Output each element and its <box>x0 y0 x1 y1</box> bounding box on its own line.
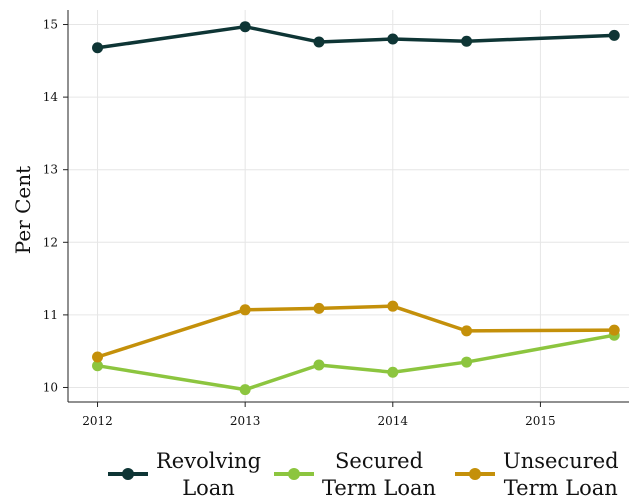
legend-label-line: Secured <box>335 449 423 473</box>
data-point <box>313 359 325 371</box>
data-point <box>461 356 473 368</box>
data-point <box>92 42 104 54</box>
legend-swatch-marker <box>288 468 300 480</box>
legend-label-line: Loan <box>182 476 235 500</box>
grid-lines <box>68 10 629 402</box>
y-tick-label: 12 <box>43 235 58 249</box>
data-point <box>461 325 473 337</box>
data-point <box>313 36 325 48</box>
plot-area <box>68 10 629 402</box>
axes <box>63 10 629 407</box>
legend-label-line: Revolving <box>156 449 261 473</box>
y-tick-label: 13 <box>43 163 58 177</box>
legend: Revolving Loan Secured Term Loan Unsecured Te… <box>108 449 619 500</box>
data-point <box>92 351 104 363</box>
x-tick-label: 2014 <box>378 414 409 428</box>
data-point <box>387 300 399 312</box>
legend-label-line: Term Loan <box>322 476 436 500</box>
y-tick-label: 11 <box>43 308 58 322</box>
data-point <box>387 33 399 45</box>
data-point <box>239 384 251 396</box>
legend-swatch-marker <box>469 468 481 480</box>
data-point <box>313 302 325 314</box>
tick-labels: 10 11 12 13 14 15 2012 2013 2014 2015 <box>43 18 556 428</box>
data-point <box>239 21 251 33</box>
x-tick-label: 2013 <box>230 414 261 428</box>
legend-label-line: Term Loan <box>504 476 618 500</box>
data-point <box>239 304 251 316</box>
data-point <box>461 35 473 47</box>
x-tick-label: 2015 <box>525 414 556 428</box>
legend-swatch-marker <box>122 468 134 480</box>
data-point <box>608 29 620 41</box>
legend-label-line: Unsecured <box>503 449 619 473</box>
series-line <box>96 304 615 359</box>
y-tick-label: 15 <box>43 18 58 32</box>
y-axis-title: Per Cent <box>11 166 35 254</box>
series-line <box>97 24 615 50</box>
data-point <box>387 366 399 378</box>
data-point <box>92 360 104 372</box>
series-group <box>92 21 620 396</box>
y-tick-label: 10 <box>43 380 58 394</box>
x-tick-label: 2012 <box>82 414 113 428</box>
y-tick-label: 14 <box>43 90 59 104</box>
series-line <box>97 333 615 392</box>
data-point <box>608 324 620 336</box>
